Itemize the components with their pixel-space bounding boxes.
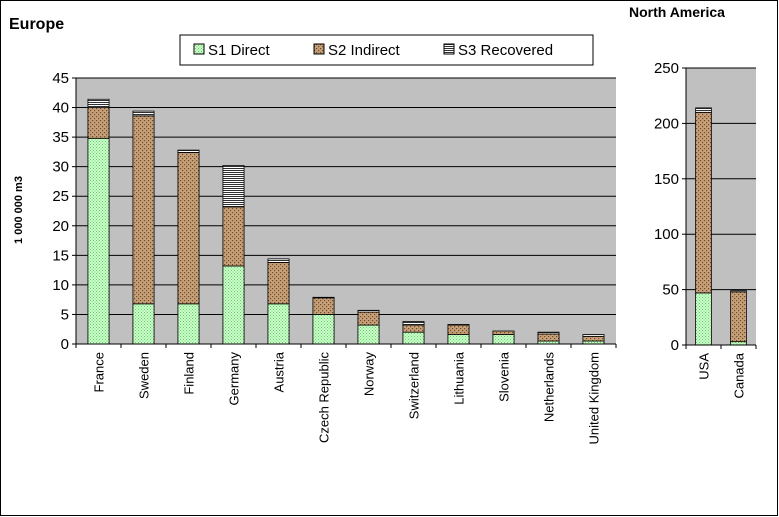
europe-bar-czech-republic-s1: [312, 314, 335, 345]
europe-bar-lithuania-s2: [447, 324, 470, 335]
europe-bar-united-kingdom-s3: [582, 334, 605, 337]
europe-y-axis-label: 1 000 000 m3: [13, 176, 25, 244]
europe-bar-switzerland-s1: [402, 331, 425, 345]
europe-category-label-germany: Germany: [227, 352, 242, 406]
europe-title: Europe: [9, 16, 64, 33]
north-america-bar-canada-s2: [730, 291, 747, 343]
europe-y-tick-label: 40: [52, 100, 69, 117]
europe-bar-germany-s1: [222, 265, 245, 345]
europe-bar-norway-s1: [357, 324, 380, 345]
europe-bar-norway-s3: [357, 309, 380, 313]
north-america-y-tick-label: 50: [662, 282, 679, 299]
europe-category-label-finland: Finland: [182, 352, 197, 395]
north-america-y-tick-label: 250: [654, 60, 679, 77]
europe-bar-finland-s2: [177, 152, 200, 305]
europe-bar-finland-s3: [177, 149, 200, 153]
europe-y-tick-label: 0: [61, 336, 69, 353]
europe-bar-lithuania-s1: [447, 334, 470, 345]
legend-label-s1: S1 Direct: [208, 42, 271, 59]
legend: S1 Direct S2 Indirect S3 Recovered: [179, 34, 594, 66]
europe-bar-czech-republic-s3: [312, 296, 335, 299]
europe-category-label-austria: Austria: [272, 351, 287, 392]
europe-bar-sweden-s2: [132, 115, 155, 305]
europe-category-label-united-kingdom: United Kingdom: [587, 352, 602, 445]
europe-category-label-norway: Norway: [362, 352, 377, 397]
north-america-category-label-usa: USA: [697, 353, 712, 380]
europe-bar-austria-s2: [267, 262, 290, 305]
europe-category-label-czech-republic: Czech Republic: [317, 352, 332, 444]
europe-bar-switzerland-s3: [402, 321, 425, 326]
legend-label-s2: S2 Indirect: [328, 42, 401, 59]
europe-category-label-switzerland: Switzerland: [407, 352, 422, 419]
europe-bar-united-kingdom-s2: [582, 335, 605, 342]
europe-bar-austria-s3: [267, 258, 290, 263]
europe-bar-finland-s1: [177, 303, 200, 345]
europe-bar-france-s1: [87, 137, 110, 345]
north-america-bar-usa-s2: [695, 111, 712, 294]
europe-bar-netherlands-s3: [537, 331, 560, 335]
europe-bar-austria-s1: [267, 303, 290, 345]
legend-swatch-s3: [443, 43, 455, 55]
europe-bar-france-s2: [87, 107, 110, 139]
europe-category-label-netherlands: Netherlands: [542, 352, 557, 423]
north-america-bar-usa-s3: [695, 107, 712, 113]
europe-y-tick-label: 35: [52, 129, 69, 146]
legend-label-s3: S3 Recovered: [458, 42, 553, 59]
europe-category-label-lithuania: Lithuania: [452, 351, 467, 405]
europe-bar-france-s3: [87, 98, 110, 108]
north-america-y-tick-label: 100: [654, 226, 679, 243]
europe-bar-netherlands-s2: [537, 333, 560, 342]
europe-category-label-france: France: [92, 352, 107, 392]
north-america-title: North America: [629, 4, 725, 20]
europe-y-tick-label: 25: [52, 188, 69, 205]
europe-y-tick-label: 5: [61, 306, 69, 323]
legend-swatch-s2: [313, 43, 325, 55]
europe-bar-germany-s2: [222, 206, 245, 267]
europe-bar-lithuania-s3: [447, 324, 470, 326]
north-america-bar-canada-s3: [730, 290, 747, 293]
europe-plot-area: 0 5 10 15 20 25 30 35 40 45 France Sweden Finland Ger…: [52, 70, 617, 445]
europe-bar-slovenia-s2: [492, 330, 515, 335]
europe-bar-switzerland-s2: [402, 324, 425, 333]
north-america-category-label-canada: Canada: [732, 352, 747, 398]
north-america-y-tick-label: 0: [671, 337, 679, 354]
europe-plot-background: [76, 78, 616, 344]
europe-y-tick-label: 10: [52, 277, 69, 294]
legend-swatch-s1: [193, 43, 205, 55]
north-america-plot-area: 0 50 100 150 200 250 USA Canada: [654, 60, 757, 399]
europe-y-tick-label: 45: [52, 70, 69, 87]
legend-box: [179, 34, 594, 66]
europe-bar-slovenia-s1: [492, 334, 515, 345]
north-america-y-tick-label: 200: [654, 115, 679, 132]
europe-category-label-slovenia: Slovenia: [497, 351, 512, 402]
europe-bar-germany-s3: [222, 165, 245, 208]
europe-category-label-sweden: Sweden: [137, 352, 152, 399]
europe-y-tick-label: 30: [52, 159, 69, 176]
north-america-bar-usa-s1: [695, 292, 712, 346]
north-america-y-tick-label: 150: [654, 171, 679, 188]
europe-bar-sweden-s3: [132, 110, 155, 117]
europe-y-tick-label: 15: [52, 247, 69, 264]
europe-bar-czech-republic-s2: [312, 297, 335, 315]
europe-bar-sweden-s1: [132, 303, 155, 345]
europe-y-tick-label: 20: [52, 218, 69, 235]
europe-bar-norway-s2: [357, 311, 380, 326]
